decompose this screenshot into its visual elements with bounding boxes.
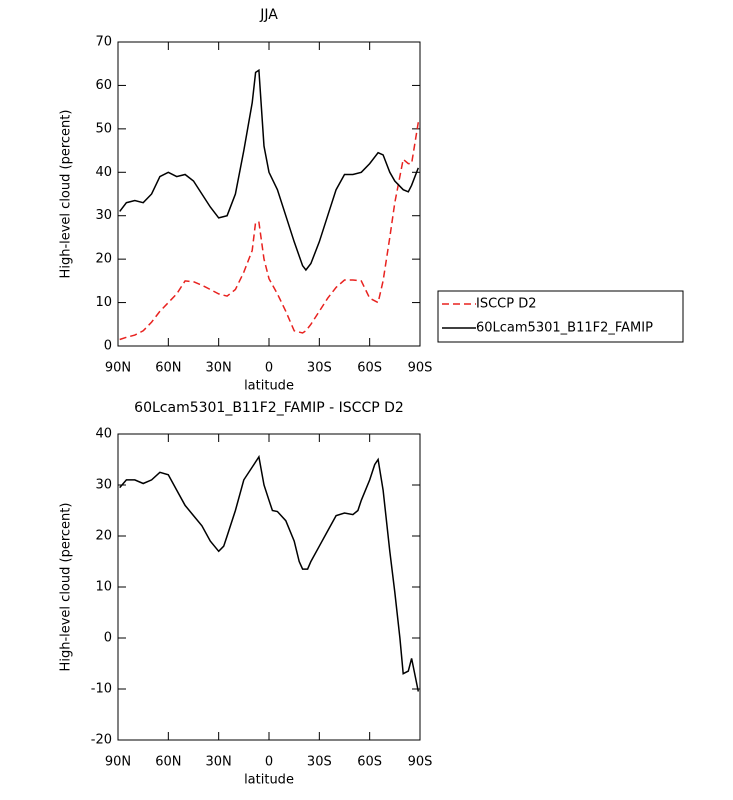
x-tick-label: 30N bbox=[206, 755, 232, 770]
x-tick-label: 90S bbox=[408, 361, 433, 376]
x-tick-label: 0 bbox=[265, 755, 273, 770]
y-tick-label: 20 bbox=[95, 252, 112, 267]
data-line bbox=[119, 454, 420, 692]
legend-label: ISCCP D2 bbox=[476, 297, 537, 312]
y-tick-label: -10 bbox=[91, 682, 112, 697]
y-tick-label: 60 bbox=[95, 78, 112, 93]
x-tick-label: 60N bbox=[155, 755, 181, 770]
y-axis-label: High-level cloud (percent) bbox=[59, 110, 74, 279]
y-axis-label: High-level cloud (percent) bbox=[59, 503, 74, 672]
x-tick-label: 60N bbox=[155, 361, 181, 376]
x-tick-label: 0 bbox=[265, 361, 273, 376]
data-line bbox=[119, 68, 419, 272]
y-tick-label: 40 bbox=[95, 165, 112, 180]
chart-title: JJA bbox=[259, 7, 278, 23]
panel: JJA 0 10 20 30 40 50 60 70 90N 60N 30N 0 30S 60S 90S lat… bbox=[59, 7, 684, 394]
data-line bbox=[119, 122, 420, 341]
legend-box bbox=[437, 290, 684, 343]
x-tick-label: 30N bbox=[206, 361, 232, 376]
x-tick-label: 90N bbox=[105, 755, 131, 770]
y-tick-label: 0 bbox=[104, 631, 112, 646]
plot-frame bbox=[117, 433, 421, 741]
y-tick-label: 20 bbox=[95, 529, 112, 544]
y-tick-label: 10 bbox=[95, 580, 112, 595]
x-tick-label: 90N bbox=[105, 361, 131, 376]
y-tick-label: -20 bbox=[91, 733, 112, 748]
x-tick-label: 90S bbox=[408, 755, 433, 770]
x-tick-label: 60S bbox=[357, 755, 382, 770]
panel: 60Lcam5301_B11F2_FAMIP - ISCCP D2 -20 -10 0… bbox=[59, 400, 433, 788]
y-tick-label: 10 bbox=[95, 295, 112, 310]
y-tick-label: 0 bbox=[104, 339, 112, 354]
x-axis-label: latitude bbox=[244, 773, 294, 788]
y-tick-label: 50 bbox=[95, 121, 112, 136]
x-axis-label: latitude bbox=[244, 379, 294, 394]
y-tick-label: 70 bbox=[95, 35, 112, 50]
x-tick-label: 30S bbox=[307, 755, 332, 770]
x-tick-label: 30S bbox=[307, 361, 332, 376]
legend-label: 60Lcam5301_B11F2_FAMIP bbox=[476, 321, 653, 336]
x-tick-label: 60S bbox=[357, 361, 382, 376]
chart-title: 60Lcam5301_B11F2_FAMIP - ISCCP D2 bbox=[134, 400, 404, 416]
y-tick-label: 30 bbox=[95, 478, 112, 493]
y-tick-label: 30 bbox=[95, 208, 112, 223]
y-tick-label: 40 bbox=[95, 427, 112, 442]
